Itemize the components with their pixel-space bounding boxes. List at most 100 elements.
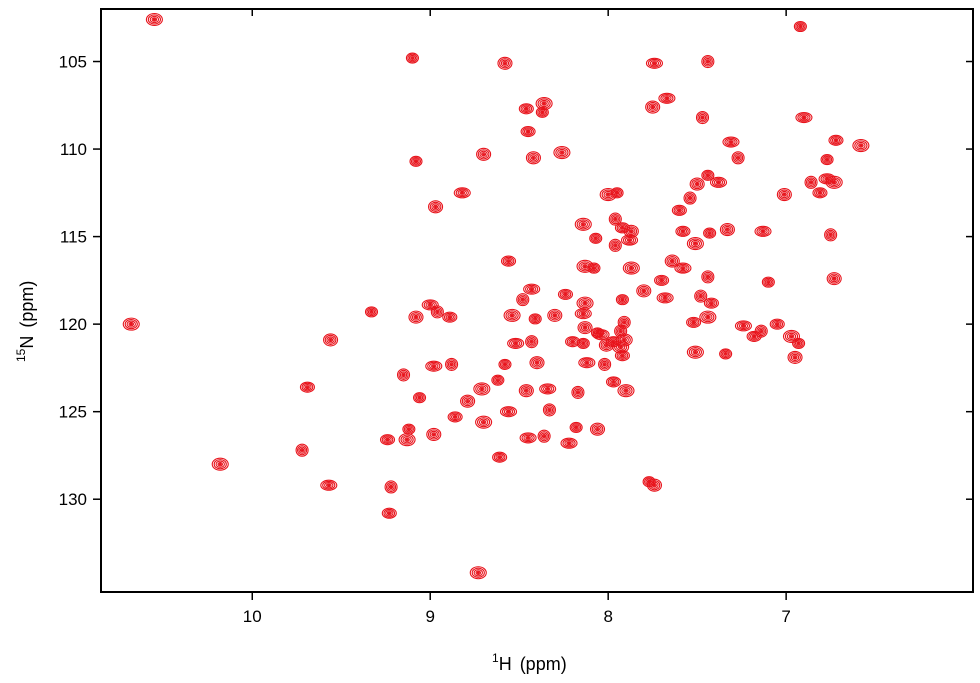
peak-contour <box>500 255 517 267</box>
peak-contour <box>402 423 416 435</box>
peak-contour <box>769 318 785 330</box>
peak-contour <box>754 225 772 237</box>
peak-contour <box>409 155 423 167</box>
peak-contour <box>574 308 592 320</box>
peak-contour <box>608 238 622 252</box>
peak-contour <box>491 374 505 386</box>
peak-contour <box>689 177 705 191</box>
peak-contour <box>499 406 518 418</box>
peak-contour <box>610 187 624 199</box>
peak-contour <box>683 191 697 205</box>
peak-contour <box>828 134 844 146</box>
peak-contour <box>658 92 676 104</box>
peak-contour <box>408 310 424 324</box>
peak-contour <box>734 320 752 332</box>
x-axis-label-superscript: 1 <box>492 651 499 665</box>
peak-contour <box>795 111 813 124</box>
peak-contour <box>592 329 610 341</box>
peak-contour <box>145 12 163 27</box>
peak-contour <box>553 146 571 160</box>
peak-contour <box>442 311 458 323</box>
peak-contour <box>507 337 525 349</box>
x-tick-label: 10 <box>243 607 262 626</box>
x-axis-label-nucleus: H <box>499 654 512 674</box>
peak-contour <box>709 176 728 188</box>
peak-contour <box>405 52 419 64</box>
peak-contour <box>731 151 745 165</box>
peak-contour <box>537 429 551 443</box>
peak-contour <box>473 382 491 396</box>
peak-contour <box>703 297 719 309</box>
peak-contour <box>792 337 806 349</box>
y-axis-label-nucleus: N <box>17 336 37 349</box>
peak-contour <box>503 308 521 322</box>
peak-contour <box>614 324 628 338</box>
y-tick-label: 115 <box>60 228 87 247</box>
peak-contour <box>782 329 801 343</box>
peak-contour <box>587 262 601 274</box>
peak-contour <box>620 234 639 246</box>
peak-contour <box>295 443 309 457</box>
peak-contour <box>426 427 442 441</box>
peak-contour <box>671 204 687 216</box>
peak-contour <box>825 175 843 189</box>
peak-contour <box>636 284 652 298</box>
y-tick-label: 105 <box>59 53 87 72</box>
peak-contour <box>608 212 622 226</box>
plot-frame <box>100 8 974 593</box>
peak-contour <box>793 20 807 33</box>
peak-contour <box>589 232 603 244</box>
peak-contour <box>577 321 593 335</box>
peak-contour <box>557 288 574 300</box>
y-axis-label-superscript: 15 <box>14 348 28 362</box>
peak-contour <box>492 451 508 463</box>
y-axis-ticks: 105 110 115 120 125 130 <box>59 53 973 509</box>
peak-contour <box>525 335 539 349</box>
peak-contour <box>475 415 493 429</box>
peak-contour <box>525 151 541 165</box>
peak-contour <box>820 154 834 166</box>
y-axis-label: 15N (ppm) <box>14 281 37 362</box>
y-tick-label: 130 <box>59 490 87 509</box>
peak-contour <box>519 432 537 444</box>
peak-contour <box>122 317 140 331</box>
peak-contour <box>497 56 513 70</box>
peak-contour <box>396 368 411 382</box>
peak-contour <box>412 392 427 404</box>
peak-contour <box>571 385 585 399</box>
peak-contour <box>460 394 476 408</box>
peak-contour <box>686 345 704 359</box>
y-axis-label-unit: (ppm) <box>17 281 37 328</box>
peak-contour <box>826 272 842 286</box>
peak-contour <box>535 96 553 111</box>
peak-contour <box>703 227 717 239</box>
peak-layer <box>122 12 870 580</box>
peak-contour <box>664 254 680 268</box>
peak-contour <box>617 384 635 398</box>
peak-contour <box>824 228 838 242</box>
peak-contour <box>447 411 463 423</box>
peak-contour <box>529 356 545 370</box>
x-axis-ticks: 10 9 8 7 <box>243 9 791 626</box>
peak-contour <box>589 422 606 436</box>
peak-contour <box>614 222 630 234</box>
peak-contour <box>476 147 492 161</box>
peak-contour <box>211 457 229 471</box>
peak-contour <box>787 350 803 364</box>
peak-contour <box>852 139 870 153</box>
peak-contour <box>421 299 439 311</box>
peak-contour <box>694 289 708 303</box>
peak-contour <box>695 110 710 125</box>
peak-contour <box>674 262 692 274</box>
peak-contour <box>576 296 594 310</box>
peak-contour <box>722 136 740 148</box>
peak-contour <box>520 126 536 138</box>
peak-contour <box>615 294 629 306</box>
peak-contour <box>598 338 614 352</box>
peak-contour <box>701 270 715 284</box>
peak-contour <box>430 305 444 319</box>
peak-contour <box>539 383 557 395</box>
peak-contour <box>425 360 443 372</box>
peak-contour <box>622 261 640 275</box>
peak-contour <box>569 421 583 433</box>
